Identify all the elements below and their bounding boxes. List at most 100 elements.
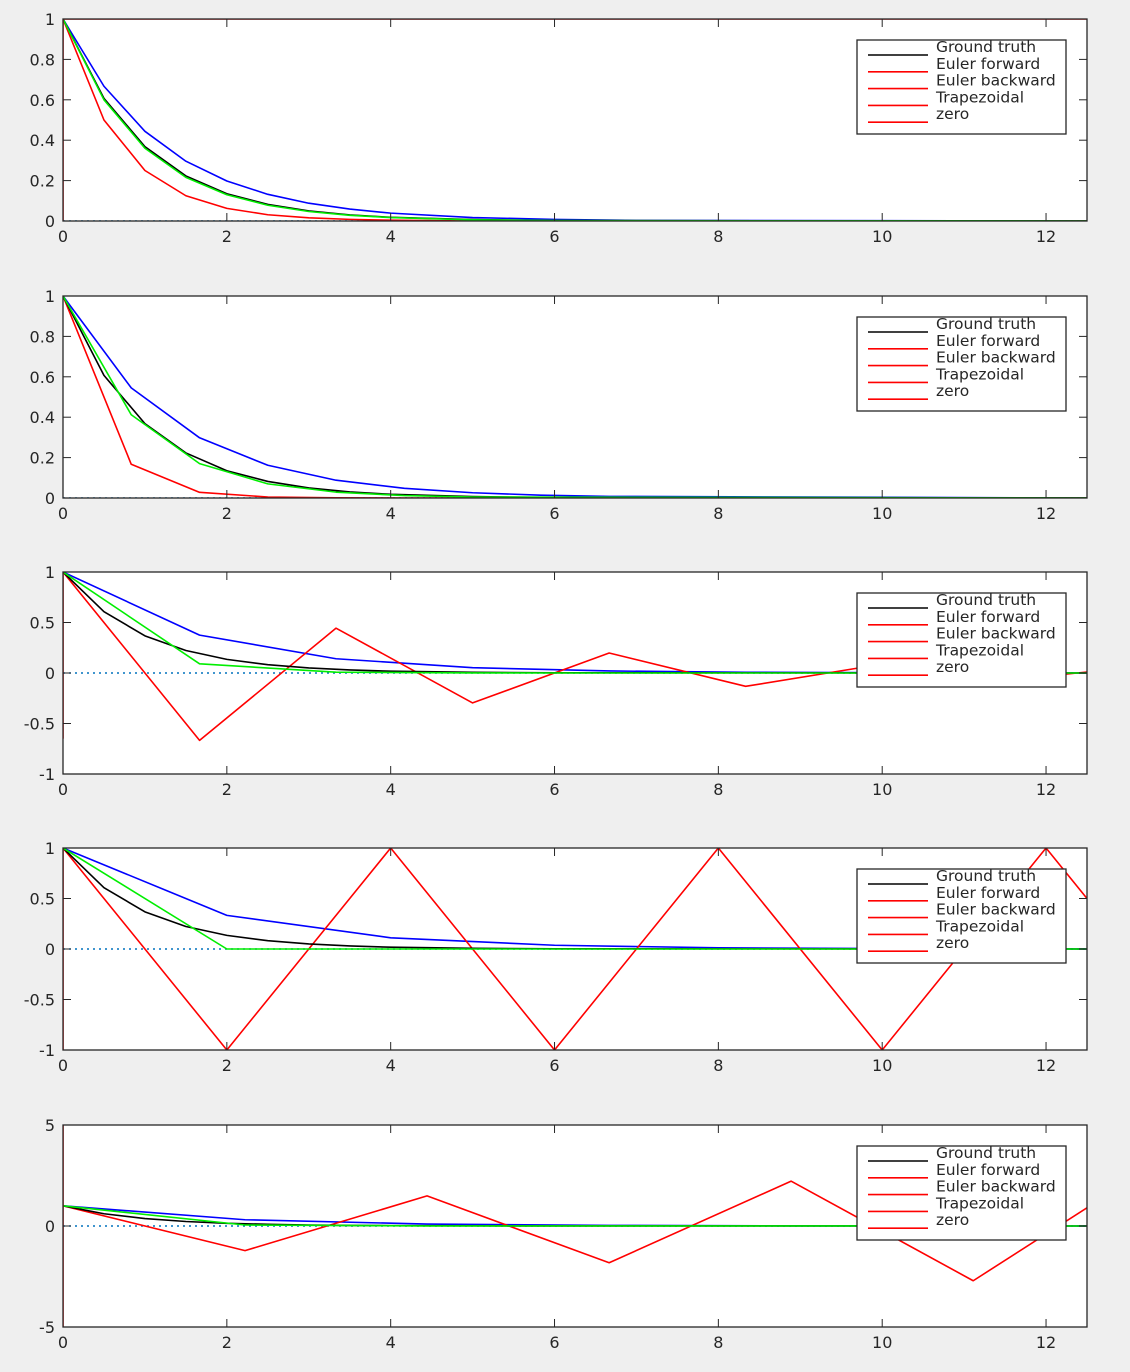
y-tick-label: -5 xyxy=(39,1318,55,1337)
y-tick-label: 0.8 xyxy=(30,50,55,69)
y-tick-label: 0 xyxy=(45,940,55,959)
legend-label: Ground truth xyxy=(936,1144,1036,1162)
legend-label: zero xyxy=(936,934,969,952)
legend-label: Trapezoidal xyxy=(935,365,1024,383)
y-tick-label: 0.2 xyxy=(30,449,55,468)
legend-label: Euler forward xyxy=(936,884,1040,902)
y-tick-label: 0 xyxy=(45,489,55,508)
x-tick-label: 8 xyxy=(713,504,723,523)
x-tick-label: 12 xyxy=(1036,504,1056,523)
x-tick-label: 2 xyxy=(222,1333,232,1352)
legend-label: zero xyxy=(936,105,969,123)
y-tick-label: 1 xyxy=(45,563,55,582)
legend-label: Euler forward xyxy=(936,1161,1040,1179)
x-tick-label: 0 xyxy=(58,227,68,246)
x-tick-label: 4 xyxy=(386,227,396,246)
x-tick-label: 12 xyxy=(1036,780,1056,799)
x-tick-label: 4 xyxy=(386,780,396,799)
x-tick-label: 6 xyxy=(549,504,559,523)
legend-label: Ground truth xyxy=(936,867,1036,885)
y-tick-label: 0 xyxy=(45,664,55,683)
x-tick-label: 8 xyxy=(713,1333,723,1352)
legend-label: Trapezoidal xyxy=(935,641,1024,659)
x-tick-label: 10 xyxy=(872,504,892,523)
x-tick-label: 0 xyxy=(58,504,68,523)
x-tick-label: 10 xyxy=(872,1333,892,1352)
legend-label: Ground truth xyxy=(936,591,1036,609)
legend-label: Euler backward xyxy=(936,901,1056,919)
y-tick-label: 0 xyxy=(45,1217,55,1236)
x-tick-label: 12 xyxy=(1036,1056,1056,1075)
series-trapezoidal-line xyxy=(63,572,1087,674)
legend-label: Trapezoidal xyxy=(935,88,1024,106)
x-tick-label: 10 xyxy=(872,1056,892,1075)
legend-label: Euler backward xyxy=(936,625,1056,643)
x-tick-label: 12 xyxy=(1036,227,1056,246)
y-tick-label: 0 xyxy=(45,212,55,231)
legend-label: Trapezoidal xyxy=(935,1194,1024,1212)
x-tick-label: 0 xyxy=(58,1333,68,1352)
legend-label: zero xyxy=(936,382,969,400)
y-tick-label: 0.5 xyxy=(30,890,55,909)
legend-label: Ground truth xyxy=(936,315,1036,333)
y-tick-label: 0.5 xyxy=(30,614,55,633)
axes-frame xyxy=(62,295,1088,499)
series-trapezoidal-line xyxy=(63,1205,1087,1227)
series-euler-forward-line xyxy=(63,1180,1087,1282)
x-tick-label: 4 xyxy=(386,1056,396,1075)
x-tick-label: 6 xyxy=(549,1333,559,1352)
legend-label: Euler backward xyxy=(936,349,1056,367)
legend-label: zero xyxy=(936,1211,969,1229)
x-tick-label: 0 xyxy=(58,780,68,799)
x-tick-label: 6 xyxy=(549,1056,559,1075)
x-tick-label: 0 xyxy=(58,1056,68,1075)
legend-label: Trapezoidal xyxy=(935,917,1024,935)
x-tick-label: 2 xyxy=(222,504,232,523)
y-tick-label: -0.5 xyxy=(24,991,55,1010)
y-tick-label: -1 xyxy=(39,765,55,784)
legend-label: Euler forward xyxy=(936,332,1040,350)
y-tick-label: 0.2 xyxy=(30,172,55,191)
legend-label: Euler backward xyxy=(936,72,1056,90)
y-tick-label: 5 xyxy=(45,1116,55,1135)
y-tick-label: 0.4 xyxy=(30,408,55,427)
series-euler-forward-line xyxy=(63,296,1087,498)
x-tick-label: 2 xyxy=(222,780,232,799)
y-tick-label: 0.4 xyxy=(30,131,55,150)
y-tick-label: 0.6 xyxy=(30,91,55,110)
series-euler-backward-line xyxy=(63,296,1087,498)
series-trapezoidal-line xyxy=(63,296,1087,498)
legend-label: Euler backward xyxy=(936,1178,1056,1196)
plot-area xyxy=(63,296,1087,498)
x-tick-label: 8 xyxy=(713,1056,723,1075)
y-tick-label: 1 xyxy=(45,10,55,29)
x-tick-label: 4 xyxy=(386,504,396,523)
x-tick-label: 12 xyxy=(1036,1333,1056,1352)
legend-label: zero xyxy=(936,658,969,676)
axes-frame xyxy=(62,18,1088,222)
x-tick-label: 8 xyxy=(713,780,723,799)
y-tick-label: 1 xyxy=(45,839,55,858)
x-tick-label: 10 xyxy=(872,227,892,246)
series-trapezoidal-line xyxy=(63,848,1087,950)
x-tick-label: 6 xyxy=(549,780,559,799)
x-tick-label: 2 xyxy=(222,1056,232,1075)
legend-label: Euler forward xyxy=(936,55,1040,73)
y-tick-label: 0.6 xyxy=(30,368,55,387)
x-tick-label: 8 xyxy=(713,227,723,246)
x-tick-label: 4 xyxy=(386,1333,396,1352)
y-tick-label: 0.8 xyxy=(30,327,55,346)
y-tick-label: 1 xyxy=(45,287,55,306)
x-tick-label: 6 xyxy=(549,227,559,246)
legend-label: Ground truth xyxy=(936,38,1036,56)
y-tick-label: -0.5 xyxy=(24,715,55,734)
x-tick-label: 10 xyxy=(872,780,892,799)
